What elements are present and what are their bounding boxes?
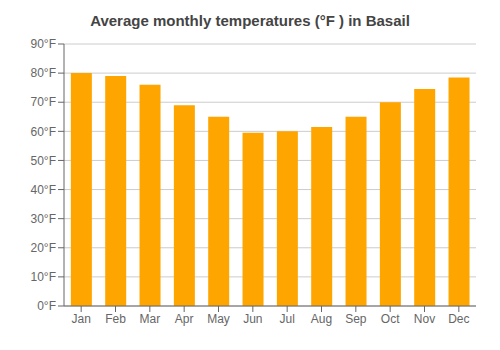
svg-text:90°F: 90°F — [31, 37, 56, 51]
svg-text:Oct: Oct — [381, 312, 400, 326]
svg-text:30°F: 30°F — [31, 212, 56, 226]
svg-text:Jan: Jan — [71, 312, 90, 326]
svg-text:0°F: 0°F — [37, 299, 56, 313]
svg-text:20°F: 20°F — [31, 241, 56, 255]
svg-text:40°F: 40°F — [31, 183, 56, 197]
svg-text:10°F: 10°F — [31, 270, 56, 284]
svg-text:Apr: Apr — [175, 312, 194, 326]
svg-text:Feb: Feb — [105, 312, 126, 326]
svg-text:Mar: Mar — [139, 312, 160, 326]
svg-text:Sep: Sep — [345, 312, 367, 326]
svg-text:Nov: Nov — [414, 312, 435, 326]
svg-text:60°F: 60°F — [31, 125, 56, 139]
svg-text:80°F: 80°F — [31, 66, 56, 80]
svg-text:Jul: Jul — [279, 312, 294, 326]
svg-text:May: May — [207, 312, 230, 326]
svg-text:50°F: 50°F — [31, 154, 56, 168]
svg-text:Jun: Jun — [243, 312, 262, 326]
svg-text:Dec: Dec — [448, 312, 469, 326]
svg-text:Aug: Aug — [311, 312, 332, 326]
html-text:Average monthly temperatures (: Average monthly temperatures (°F ) in Ba… — [90, 12, 410, 29]
svg-text:70°F: 70°F — [31, 95, 56, 109]
